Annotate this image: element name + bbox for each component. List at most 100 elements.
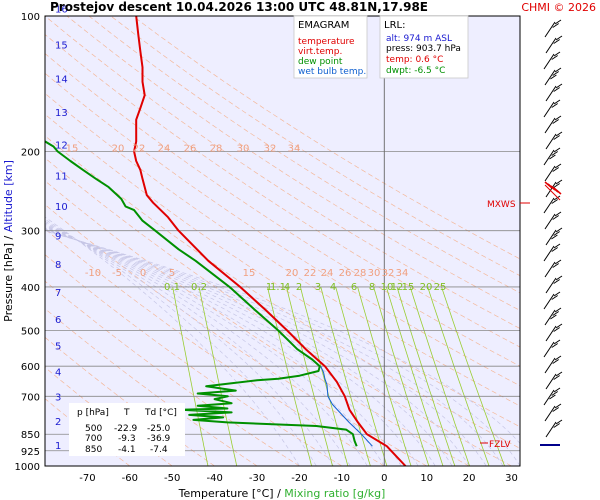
- mixing-ratio-label: 3: [315, 282, 321, 293]
- altitude-tick-label: 3: [55, 393, 61, 404]
- lrl-altitude: alt: 974 m ASL: [386, 34, 452, 44]
- isoline-label: 30: [237, 144, 250, 155]
- isoline-labels: 15 20 22 24 26 28 30 32 34-10 -5 0 5 15 20 22 24 26 28 30 3…: [66, 144, 447, 293]
- altitude-tick-label: 4: [55, 367, 61, 378]
- moist-adiabat: [45, 228, 453, 466]
- isoline-label: 20: [112, 144, 125, 155]
- altitude-tick-label: 10: [55, 202, 68, 213]
- wind-barb: [544, 403, 562, 422]
- isoline-label: 0: [140, 268, 146, 279]
- wind-barb: [545, 35, 563, 54]
- temperature-tick-label: -30: [249, 473, 265, 484]
- wind-barbs: [540, 19, 563, 446]
- legend-temperature: temperature: [298, 37, 355, 47]
- isoline-label: 34: [288, 144, 301, 155]
- isoline-label: 26: [339, 268, 352, 279]
- wind-barb: [543, 147, 561, 166]
- altitude-tick-label: 1: [55, 441, 61, 452]
- moist-adiabat: [45, 220, 334, 466]
- isoline-label: 30: [368, 268, 381, 279]
- lrl-dewpoint: dwpt: -6.5 °C: [386, 66, 445, 76]
- moist-adiabat: [45, 227, 436, 466]
- y-axis-title: Pressure [hPa] / Altitude [km]: [2, 160, 15, 322]
- isoline-label: 32: [264, 144, 277, 155]
- brand-label: CHMI © 2026: [521, 1, 596, 14]
- mixing-ratio-label: 1: [266, 282, 272, 293]
- pressure-tick-label: 700: [21, 392, 40, 403]
- isoline-label: -10: [85, 268, 101, 279]
- wind-barb: [543, 99, 561, 118]
- wind-barb: [544, 163, 562, 182]
- isoline-label: 15: [243, 268, 256, 279]
- legend-virt-temp: virt.temp.: [298, 47, 342, 57]
- wind-barb: [544, 307, 562, 326]
- wind-barb: [545, 179, 563, 198]
- wind-barb: [545, 371, 563, 390]
- mixing-ratio-label: 1.1: [270, 282, 286, 293]
- wind-barb: [545, 275, 563, 294]
- mixing-ratio-label: 8: [369, 282, 375, 293]
- temperature-tick-label: -70: [79, 473, 95, 484]
- table-cell: -22.9: [114, 424, 138, 434]
- legend-title: EMAGRAM: [298, 20, 349, 31]
- table-cell: -4.1: [118, 445, 136, 455]
- table-cell: -7.4: [150, 445, 168, 455]
- table-header-t: T: [123, 408, 130, 418]
- fzlv-label: FZLV: [489, 440, 511, 450]
- pressure-axis-label: Pressure [hPa]: [2, 243, 15, 322]
- isoline-label: 34: [396, 268, 409, 279]
- wind-barb: [544, 115, 562, 134]
- isoline-label: 20: [286, 268, 299, 279]
- altitude-tick-label: 2: [55, 417, 61, 428]
- altitude-tick-label: 7: [55, 288, 61, 299]
- level-table: p [hPa] T Td [°C] 500 -22.9 -25.0 700 -9…: [69, 403, 185, 456]
- isoline-label: 22: [304, 268, 317, 279]
- isoline-label: 22: [133, 144, 146, 155]
- temperature-axis-label: Temperature [°C]: [178, 487, 274, 500]
- altitude-tick-label: 5: [55, 342, 61, 353]
- isoline-label: 28: [210, 144, 223, 155]
- moist-adiabat: [45, 226, 419, 466]
- wind-barb: [544, 67, 562, 86]
- dry-adiabat: [45, 228, 385, 466]
- table-cell: 700: [85, 434, 102, 444]
- moist-adiabat: [45, 218, 317, 466]
- x-axis-separator: /: [274, 487, 285, 500]
- wind-barb: [545, 419, 563, 438]
- moist-adiabat: [45, 230, 520, 444]
- series-dew-point: [45, 140, 358, 447]
- moist-adiabat: [45, 228, 470, 466]
- temperature-tick-label: 10: [420, 473, 433, 484]
- isoline-label: 32: [382, 268, 395, 279]
- dry-adiabat: [45, 53, 520, 367]
- altitude-tick-label: 12: [55, 140, 68, 151]
- table-cell: -9.3: [118, 434, 136, 444]
- table-cell: 500: [85, 424, 102, 434]
- dry-adiabat: [45, 72, 520, 387]
- moist-adiabat: [45, 223, 368, 466]
- dry-adiabat: [88, 16, 520, 294]
- temperature-tick-label: -50: [164, 473, 180, 484]
- dry-adiabat: [45, 16, 520, 329]
- wind-barb: [543, 51, 561, 70]
- wind-barb: [544, 259, 562, 278]
- mixing-ratio-label: 4: [330, 282, 336, 293]
- temperature-tick-label: 20: [463, 473, 476, 484]
- fzlv-marker: FZLV: [480, 440, 511, 450]
- series-wet-bulb-temp: [320, 365, 373, 447]
- dry-adiabat: [45, 336, 215, 466]
- mixing-ratio-label: 0.2: [191, 282, 207, 293]
- wind-barb: [543, 339, 561, 358]
- plot-frame: [44, 15, 521, 467]
- mixing-ratio-label: 10: [381, 282, 394, 293]
- chart-title: Prostejov descent 10.04.2026 13:00 UTC 4…: [50, 0, 428, 14]
- moist-adiabat: [45, 229, 504, 466]
- mixing-ratio-axis-label: Mixing ratio [g/kg]: [284, 487, 385, 500]
- table-header-td: Td [°C]: [144, 408, 177, 418]
- wind-barb: [545, 83, 563, 102]
- temperature-tick-label: -40: [206, 473, 222, 484]
- altitude-tick-label: 15: [55, 40, 68, 51]
- diagram-grid: [45, 16, 520, 466]
- mixing-ratio-label: 0.1: [164, 282, 180, 293]
- mxws-marker: MXWS: [487, 200, 530, 210]
